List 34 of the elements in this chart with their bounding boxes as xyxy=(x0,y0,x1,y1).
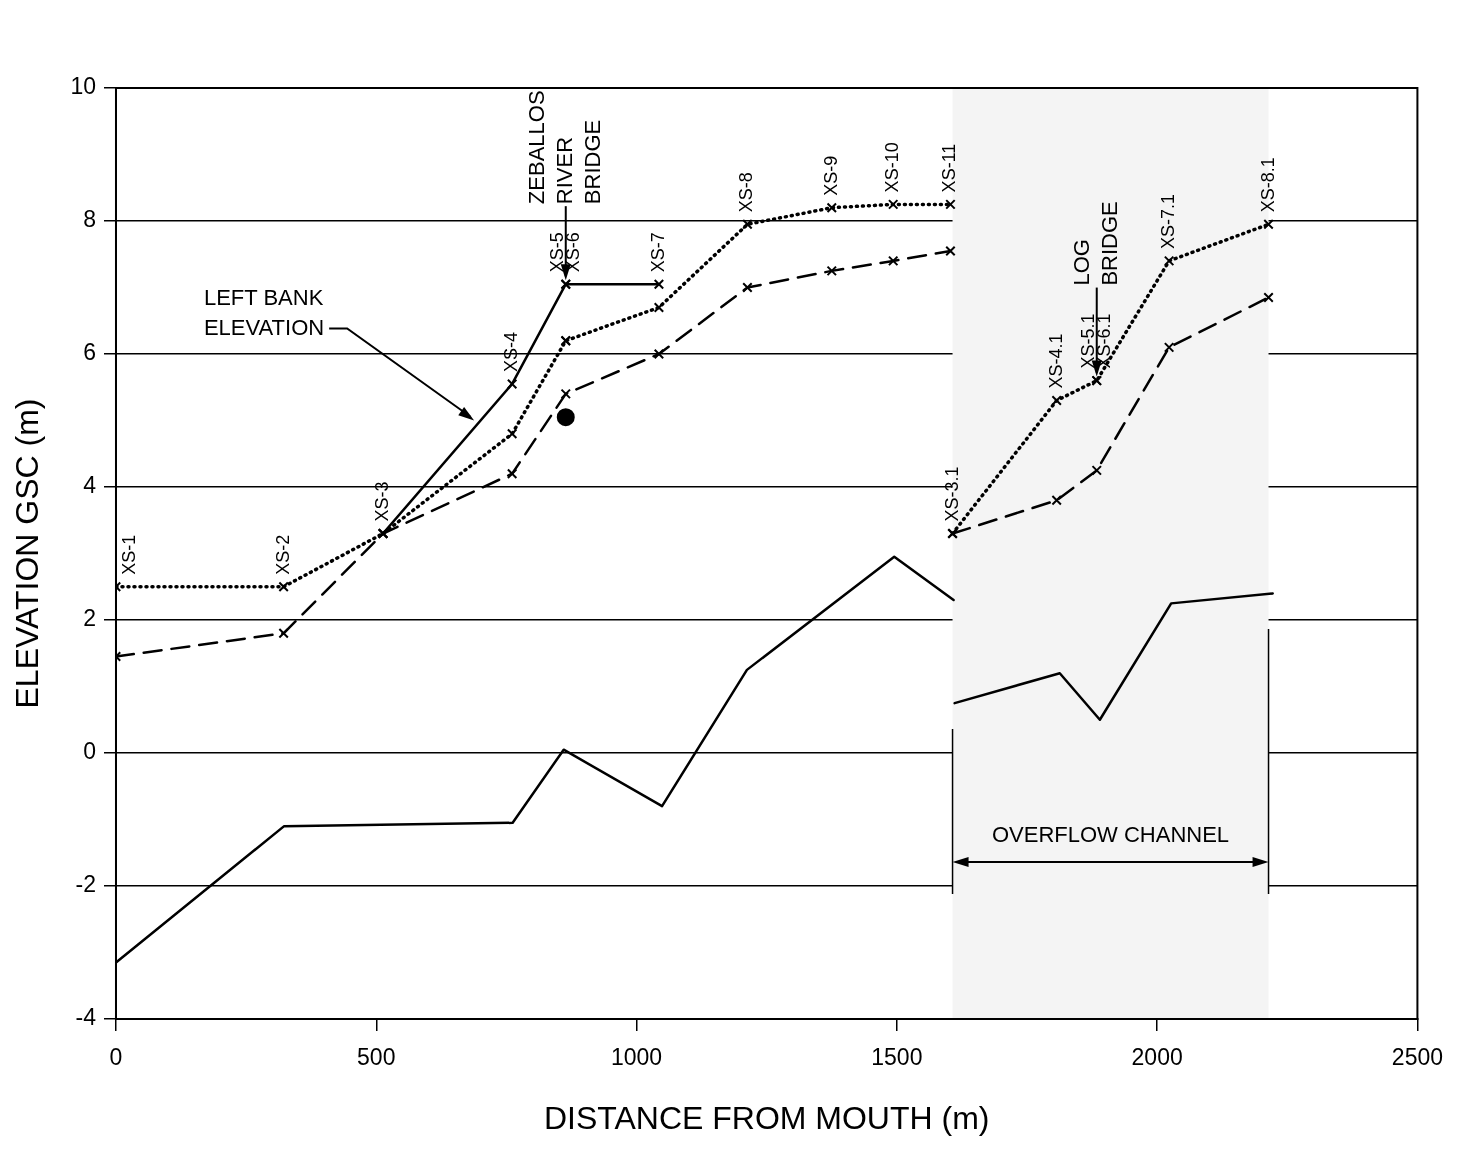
data-label: XS-5.1 xyxy=(1077,313,1098,369)
y-tick-label: 10 xyxy=(70,73,96,100)
y-tick-label: 4 xyxy=(83,472,97,499)
annotation: ZEBALLOS RIVER BRIDGE xyxy=(523,90,605,205)
annotation: LEFT BANK ELEVATION xyxy=(203,284,325,340)
data-label: XS-7.1 xyxy=(1158,193,1179,249)
x-tick-label: 500 xyxy=(357,1044,396,1071)
data-label: XS-1 xyxy=(118,534,139,575)
x-tick-label: 0 xyxy=(109,1044,123,1071)
x-tick-label: 1500 xyxy=(871,1044,923,1071)
x-tick-label: 1000 xyxy=(610,1044,663,1071)
y-tick-label: 2 xyxy=(83,605,96,632)
annotation: LOG BRIDGE xyxy=(1068,201,1122,286)
y-tick-label: 6 xyxy=(83,339,96,366)
y-axis-title: ELEVATION GSC (m) xyxy=(9,398,46,709)
data-label: XS-2 xyxy=(272,534,293,575)
data-label: XS-8.1 xyxy=(1257,157,1278,213)
data-label: XS-9 xyxy=(820,155,841,196)
data-label: XS-8 xyxy=(736,172,757,213)
data-label: XS-4 xyxy=(501,331,522,372)
data-label: XS-3.1 xyxy=(941,466,962,522)
x-tick-label: 2000 xyxy=(1131,1044,1183,1071)
data-label: XS-3 xyxy=(372,481,393,522)
x-tick-label: 2500 xyxy=(1391,1044,1443,1071)
x-axis-title: DISTANCE FROM MOUTH (m) xyxy=(543,1099,990,1136)
y-tick-label: 0 xyxy=(83,738,96,765)
y-tick-label: -4 xyxy=(75,1004,97,1031)
data-label: XS-4.1 xyxy=(1045,333,1066,389)
y-tick-label: -2 xyxy=(75,871,96,898)
data-label: XS-10 xyxy=(882,142,903,193)
data-label: XS-7 xyxy=(647,232,668,273)
band-label: OVERFLOW CHANNEL xyxy=(991,822,1230,848)
y-tick-label: 8 xyxy=(83,206,96,233)
data-label: XS-11 xyxy=(939,143,960,193)
